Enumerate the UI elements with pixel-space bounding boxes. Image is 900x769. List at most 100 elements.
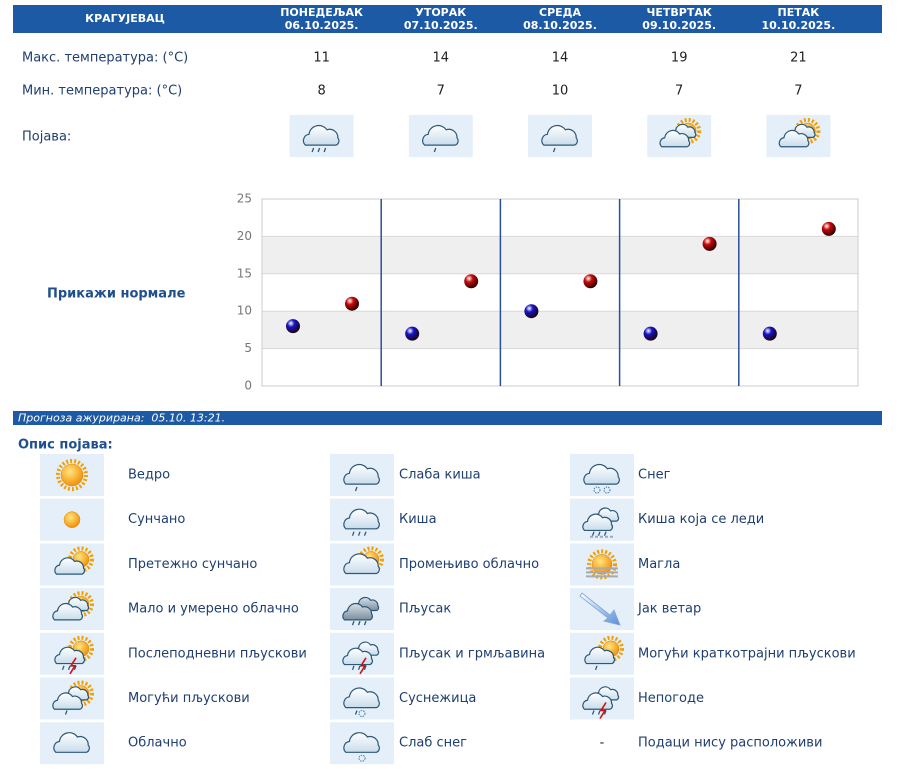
rain-drop [351,531,355,536]
legend-label: Непогоде [638,691,704,706]
weather-icon [40,677,104,720]
rain-drop [603,710,607,715]
rain-drop [357,665,361,671]
cloud [343,553,380,575]
day-date: 09.10.2025. [642,19,716,32]
weather-icon [647,115,712,157]
temp-point [345,296,359,311]
legend-label: Суснежица [399,691,476,706]
temp-point [286,319,300,334]
temp-point [583,274,598,289]
min-temp: 7 [675,84,683,99]
weather-icon [330,632,394,675]
legend-symbol: - [600,736,605,751]
snow-flake [593,486,601,494]
header-bar [13,5,882,33]
y-tick-label: 10 [237,304,252,318]
weather-icon [40,454,104,496]
lightning [69,657,77,675]
temp-point [405,326,420,341]
cloud [54,646,86,665]
snow-flake [603,486,611,494]
min-temp: 8 [317,84,325,99]
sun [60,463,84,487]
cloud [53,732,90,753]
normals-link[interactable]: Прикажи нормале [47,287,186,302]
weather-icon [570,677,634,720]
weather-icon [408,115,473,157]
update-bar [13,411,882,425]
plot-border [261,198,859,387]
cloud [343,732,380,753]
legend-label: Подаци нису расположиви [638,736,822,751]
cloud [302,124,340,146]
rain-drop [61,665,65,671]
row-label: Мин. температура: (°C) [22,84,182,99]
legend-label: Могући краткотрајни пљускови [638,646,856,661]
row-label: Макс. температура: (°C) [22,51,188,66]
weather-icon [330,454,394,496]
weather-icon [766,115,831,157]
legend-label: Послеподневни пљускови [128,646,307,661]
max-temp: 11 [313,51,330,66]
legend-label: Киша [399,512,437,527]
legend-label: Пљусак и грмљавина [399,646,545,661]
rain-drop [597,710,601,715]
lightning [599,702,607,719]
plot-area [262,199,858,386]
weather-icon [570,588,634,631]
weather-icon [330,677,394,720]
snow-flake [358,710,366,717]
y-tick-label: 15 [237,266,252,280]
rain-drop [433,147,437,153]
rain-drop [591,710,595,715]
rain-drop [354,486,358,492]
temp-point [524,304,539,319]
rain-drop [73,665,77,671]
legend-label: Магла [638,557,680,572]
grid-band [262,311,858,349]
day-date: 07.10.2025. [404,19,478,32]
cloud [342,602,374,621]
weather-icon [330,588,394,631]
rain-drop [317,147,321,153]
weather-icon [330,543,394,586]
weather-icon [330,498,394,541]
legend-title: Опис појава: [18,438,113,453]
rain-drop [597,531,601,536]
cloud [778,129,810,148]
legend-label: Пљусак [399,602,451,617]
rain-drop [351,620,355,626]
cloud [343,508,380,530]
temp-point [821,221,836,236]
legend-label: Јак ветар [637,602,701,617]
day-name: ПЕТАК [778,6,820,19]
cloud [583,463,620,485]
y-tick-label: 0 [244,379,252,393]
lightning [359,657,367,675]
min-temp: 7 [437,84,445,99]
weather-icon [40,722,104,765]
cloud [541,124,578,146]
weather-icon [570,632,634,675]
sun-rays [56,459,88,491]
weather-icon [289,115,354,157]
day-name: СРЕДА [539,6,581,19]
cloud [343,687,380,709]
max-temp: 21 [790,51,807,66]
legend-label: Слаба киша [399,468,481,483]
legend-label: Слаб снег [399,736,467,751]
temp-point [643,326,658,341]
legend-label: Ведро [128,468,170,483]
rain-drop [603,531,607,536]
y-tick-label: 20 [237,229,252,243]
min-temp: 7 [794,84,802,99]
weather-icon [570,454,634,496]
cloud [52,692,84,710]
legend-label: Снег [638,468,671,483]
rain-drop [357,531,361,536]
temp-point [762,326,777,341]
min-temp: 10 [552,84,569,99]
weather-icon [40,632,104,675]
